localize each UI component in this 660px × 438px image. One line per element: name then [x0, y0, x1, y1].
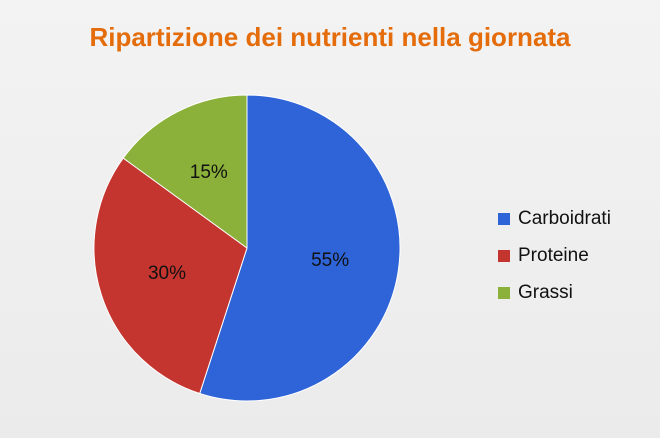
pie-slice-grassi	[122, 94, 248, 249]
pie-slice-proteine	[93, 157, 248, 395]
pie-slices	[93, 94, 401, 402]
legend-item-grassi: Grassi	[498, 274, 658, 311]
legend-item-proteine: Proteine	[498, 237, 658, 274]
slice-label-carboidrati: 55%	[311, 250, 349, 271]
pie-slice-labels: 55% 30% 15%	[148, 162, 349, 284]
legend: Carboidrati Proteine Grassi	[498, 200, 658, 311]
legend-swatch-proteine	[498, 249, 510, 262]
legend-label-carboidrati: Carboidrati	[518, 207, 611, 229]
chart-title: Ripartizione dei nutrienti nella giornat…	[89, 22, 571, 52]
legend-label-proteine: Proteine	[518, 244, 589, 266]
pie-slice-carboidrati	[199, 94, 401, 402]
legend-swatch-grassi	[498, 286, 510, 299]
slice-label-grassi: 15%	[190, 162, 228, 183]
slice-label-proteine: 30%	[148, 263, 186, 284]
legend-label-grassi: Grassi	[518, 281, 573, 303]
legend-swatch-carboidrati	[498, 212, 510, 225]
legend-item-carboidrati: Carboidrati	[498, 200, 658, 237]
